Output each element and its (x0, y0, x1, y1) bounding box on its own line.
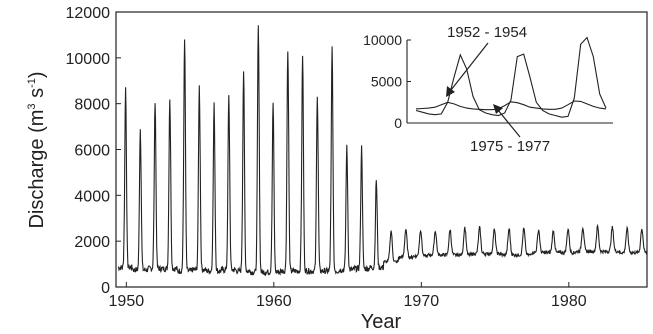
main-x-tick-label: 1970 (404, 293, 440, 310)
main-y-tick-label: 8000 (74, 97, 110, 114)
inset-y-ticks: 0 5000 10000 (363, 32, 411, 131)
main-discharge-line (117, 25, 648, 277)
y-axis-title: Discharge (m3 s-1) (26, 71, 48, 228)
main-y-tick-label: 6000 (74, 143, 110, 160)
main-x-tick-label: 1960 (256, 293, 292, 310)
main-y-tick-label: 2000 (74, 234, 110, 251)
inset-series-1975-1977-line (415, 100, 607, 111)
main-x-tick-label: 1980 (551, 293, 587, 310)
annotation-1975-1977: 1975 - 1977 (470, 138, 550, 155)
main-plot: 0 2000 4000 6000 8000 10000 12000 1950 1960 1970… (66, 5, 648, 310)
inset-y-tick-label: 5000 (371, 74, 402, 90)
arrow-1952-1954 (446, 42, 489, 97)
inset-y-tick-label: 10000 (363, 32, 402, 48)
inset-plot-background (405, 38, 620, 123)
main-y-tick-label: 4000 (74, 188, 110, 205)
main-x-tick-label: 1950 (109, 293, 145, 310)
main-y-tick-label: 10000 (66, 51, 111, 68)
main-x-ticks: 1950 1960 1970 1980 (109, 282, 587, 310)
annotation-1952-1954: 1952 - 1954 (447, 24, 527, 41)
main-y-ticks: 0 2000 4000 6000 8000 10000 12000 (66, 5, 121, 297)
arrow-1975-1977 (493, 104, 521, 138)
main-y-tick-label: 12000 (66, 5, 111, 22)
inset-plot: 0 5000 10000 1952 - 1954 1975 - 1977 (363, 24, 620, 155)
x-axis-title: Year (361, 311, 402, 333)
inset-y-tick-label: 0 (394, 115, 402, 131)
main-y-tick-label: 0 (101, 280, 110, 297)
